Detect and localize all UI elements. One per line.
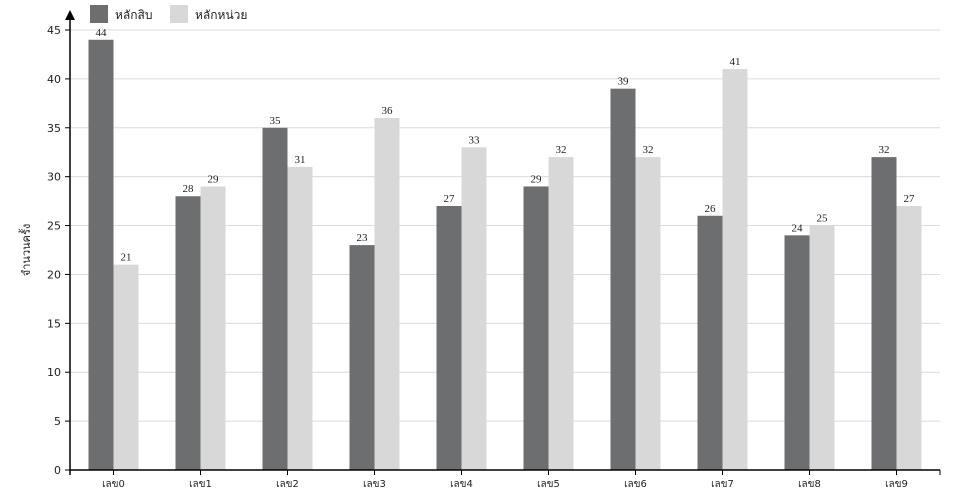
y-tick-label: 15: [47, 317, 61, 330]
bar-units: [374, 118, 400, 470]
x-tick-label: เลข7: [711, 479, 734, 490]
legend-label: หลักหน่วย: [195, 8, 247, 22]
bar-units: [200, 186, 226, 470]
bar-units: [635, 157, 661, 470]
y-tick-label: 0: [54, 464, 61, 477]
bar-units: [287, 166, 313, 470]
data-label: 41: [730, 56, 741, 68]
y-tick-label: 35: [47, 122, 61, 135]
x-tick-label: เลข0: [102, 479, 125, 490]
x-tick-label: เลข5: [537, 479, 560, 490]
data-label: 32: [879, 144, 890, 156]
bar-tens: [871, 157, 897, 470]
x-tick-label: เลข6: [624, 479, 647, 490]
data-label: 21: [121, 252, 132, 264]
data-label: 25: [817, 213, 829, 225]
data-label: 27: [444, 193, 456, 205]
bar-tens: [88, 39, 114, 471]
x-tick-label: เลข8: [798, 479, 821, 490]
bar-tens: [697, 215, 723, 470]
data-label: 36: [382, 105, 394, 117]
bar-units: [809, 225, 835, 470]
y-tick-label: 30: [47, 171, 61, 184]
bar-units: [461, 147, 487, 471]
y-tick-label: 25: [47, 220, 61, 233]
data-label: 39: [618, 76, 630, 88]
bar-units: [548, 157, 574, 470]
y-tick-label: 40: [47, 73, 61, 86]
data-label: 23: [357, 232, 369, 244]
bar-units: [722, 69, 748, 470]
data-label: 24: [792, 222, 804, 234]
data-label: 28: [183, 183, 195, 195]
legend-swatch: [90, 5, 108, 23]
y-tick-label: 10: [47, 366, 61, 379]
bar-units: [896, 206, 922, 470]
data-label: 32: [643, 144, 654, 156]
data-label: 44: [96, 27, 108, 39]
bar-tens: [523, 186, 549, 470]
data-label: 35: [270, 115, 282, 127]
legend-swatch: [170, 5, 188, 23]
bar-tens: [349, 245, 375, 470]
data-label: 31: [295, 154, 306, 166]
x-tick-label: เลข4: [450, 479, 473, 490]
y-tick-label: 45: [47, 24, 61, 37]
y-axis-arrow-icon: [65, 10, 75, 20]
data-label: 29: [531, 173, 543, 185]
bar-units: [113, 264, 139, 470]
bar-tens: [175, 196, 201, 470]
data-label: 26: [705, 203, 717, 215]
data-label: 32: [556, 144, 567, 156]
data-label: 27: [904, 193, 916, 205]
y-tick-label: 20: [47, 268, 61, 281]
bar-tens: [784, 235, 810, 470]
legend-label: หลักสิบ: [115, 8, 152, 22]
bar-tens: [262, 127, 288, 471]
y-axis-title: จำนวนครั้ง: [18, 224, 33, 276]
x-tick-label: เลข2: [276, 479, 299, 490]
x-tick-label: เลข1: [189, 479, 212, 490]
bar-tens: [610, 88, 636, 471]
bar-tens: [436, 206, 462, 470]
y-tick-label: 5: [54, 415, 61, 428]
data-label: 33: [469, 134, 481, 146]
x-tick-label: เลข3: [363, 479, 386, 490]
data-label: 29: [208, 173, 220, 185]
x-tick-label: เลข9: [885, 479, 908, 490]
